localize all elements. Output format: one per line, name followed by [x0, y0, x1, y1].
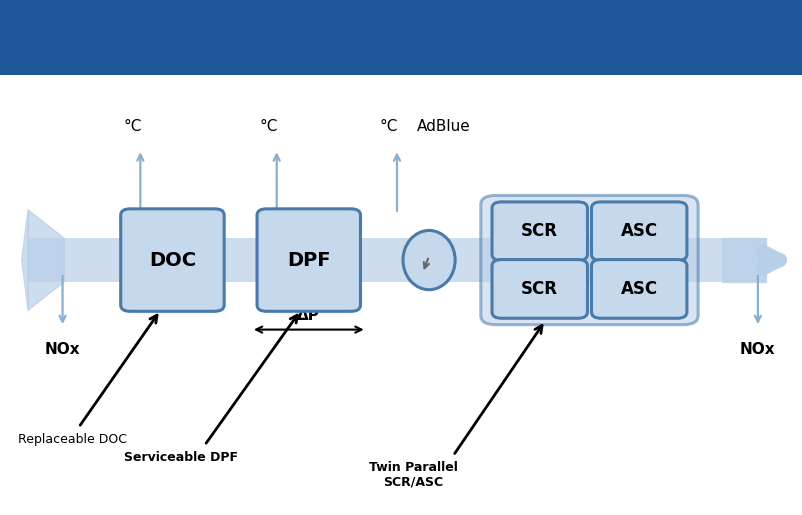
Text: NOx: NOx: [740, 342, 776, 357]
Bar: [28, 238, 766, 282]
FancyBboxPatch shape: [492, 202, 587, 261]
Bar: [0, 0, 802, 75]
Ellipse shape: [403, 231, 456, 289]
Text: DOC: DOC: [149, 251, 196, 269]
FancyBboxPatch shape: [591, 202, 687, 261]
Text: ASC: ASC: [621, 280, 658, 298]
Text: SCR: SCR: [521, 280, 558, 298]
Text: DPF: DPF: [287, 251, 330, 269]
Text: Twin Parallel
SCR/ASC: Twin Parallel SCR/ASC: [369, 461, 457, 489]
Text: °C: °C: [124, 119, 141, 134]
Text: NOx: NOx: [45, 342, 80, 357]
FancyBboxPatch shape: [591, 260, 687, 318]
FancyBboxPatch shape: [257, 209, 361, 311]
Text: SCR: SCR: [521, 222, 558, 240]
Text: °C: °C: [260, 119, 277, 134]
Text: Schematic layout of Euro VI system: Schematic layout of Euro VI system: [124, 23, 678, 51]
FancyBboxPatch shape: [120, 209, 224, 311]
Text: °C: °C: [380, 119, 398, 134]
FancyBboxPatch shape: [492, 260, 587, 318]
Polygon shape: [22, 210, 28, 310]
Text: ΔP: ΔP: [298, 308, 320, 323]
FancyBboxPatch shape: [480, 196, 698, 325]
Text: Serviceable DPF: Serviceable DPF: [124, 451, 238, 464]
Text: AdBlue: AdBlue: [417, 119, 471, 134]
Polygon shape: [722, 238, 766, 282]
Text: Replaceable DOC: Replaceable DOC: [18, 433, 127, 445]
Polygon shape: [28, 210, 64, 310]
Text: ASC: ASC: [621, 222, 658, 240]
